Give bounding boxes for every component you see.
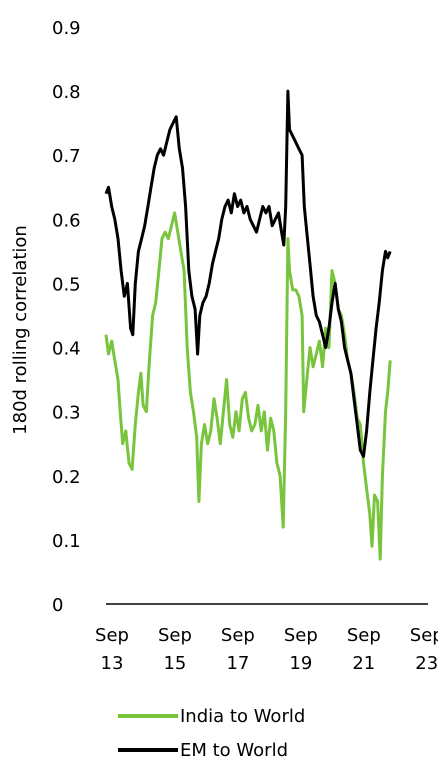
series-line-india-to-world xyxy=(104,211,392,561)
x-tick-labels: Sep 13 Sep 15 Sep 17 Sep 19 Sep 21 Sep 23 xyxy=(95,625,438,674)
y-tick-label: 0.4 xyxy=(52,339,81,360)
series-lines xyxy=(104,89,392,561)
legend-label: India to World xyxy=(180,706,305,727)
x-tick-label-year: 15 xyxy=(163,653,186,674)
y-tick-label: 0.9 xyxy=(52,18,81,39)
y-tick-label: 0.8 xyxy=(52,82,81,103)
x-tick-label-month: Sep xyxy=(284,625,318,646)
x-tick-label-year: 21 xyxy=(352,653,375,674)
y-tick-label: 0 xyxy=(52,595,63,616)
y-tick-labels: 0 0.1 0.2 0.3 0.4 0.5 0.6 0.7 0.8 0.9 xyxy=(52,18,81,616)
y-tick-label: 0.3 xyxy=(52,403,81,424)
y-axis-label-group: 180d rolling correlation xyxy=(10,225,31,435)
x-tick-label-month: Sep xyxy=(95,625,129,646)
x-tick-label-month: Sep xyxy=(221,625,255,646)
y-tick-label: 0.5 xyxy=(52,274,81,295)
y-tick-label: 0.2 xyxy=(52,467,81,488)
x-tick-label-year: 23 xyxy=(415,653,438,674)
y-tick-label: 0.7 xyxy=(52,146,81,167)
y-tick-label: 0.1 xyxy=(52,531,81,552)
x-tick-label-year: 13 xyxy=(101,653,124,674)
y-tick-label: 0.6 xyxy=(52,210,81,231)
x-tick-label-month: Sep xyxy=(347,625,381,646)
legend-label: EM to World xyxy=(180,740,288,761)
x-tick-label-year: 19 xyxy=(289,653,312,674)
legend: India to World EM to World xyxy=(118,706,305,761)
series-line-em-to-world xyxy=(104,89,392,458)
y-axis-label: 180d rolling correlation xyxy=(10,225,31,435)
x-tick-label-year: 17 xyxy=(226,653,249,674)
x-tick-label-month: Sep xyxy=(158,625,192,646)
x-tick-label-month: Sep xyxy=(410,625,438,646)
